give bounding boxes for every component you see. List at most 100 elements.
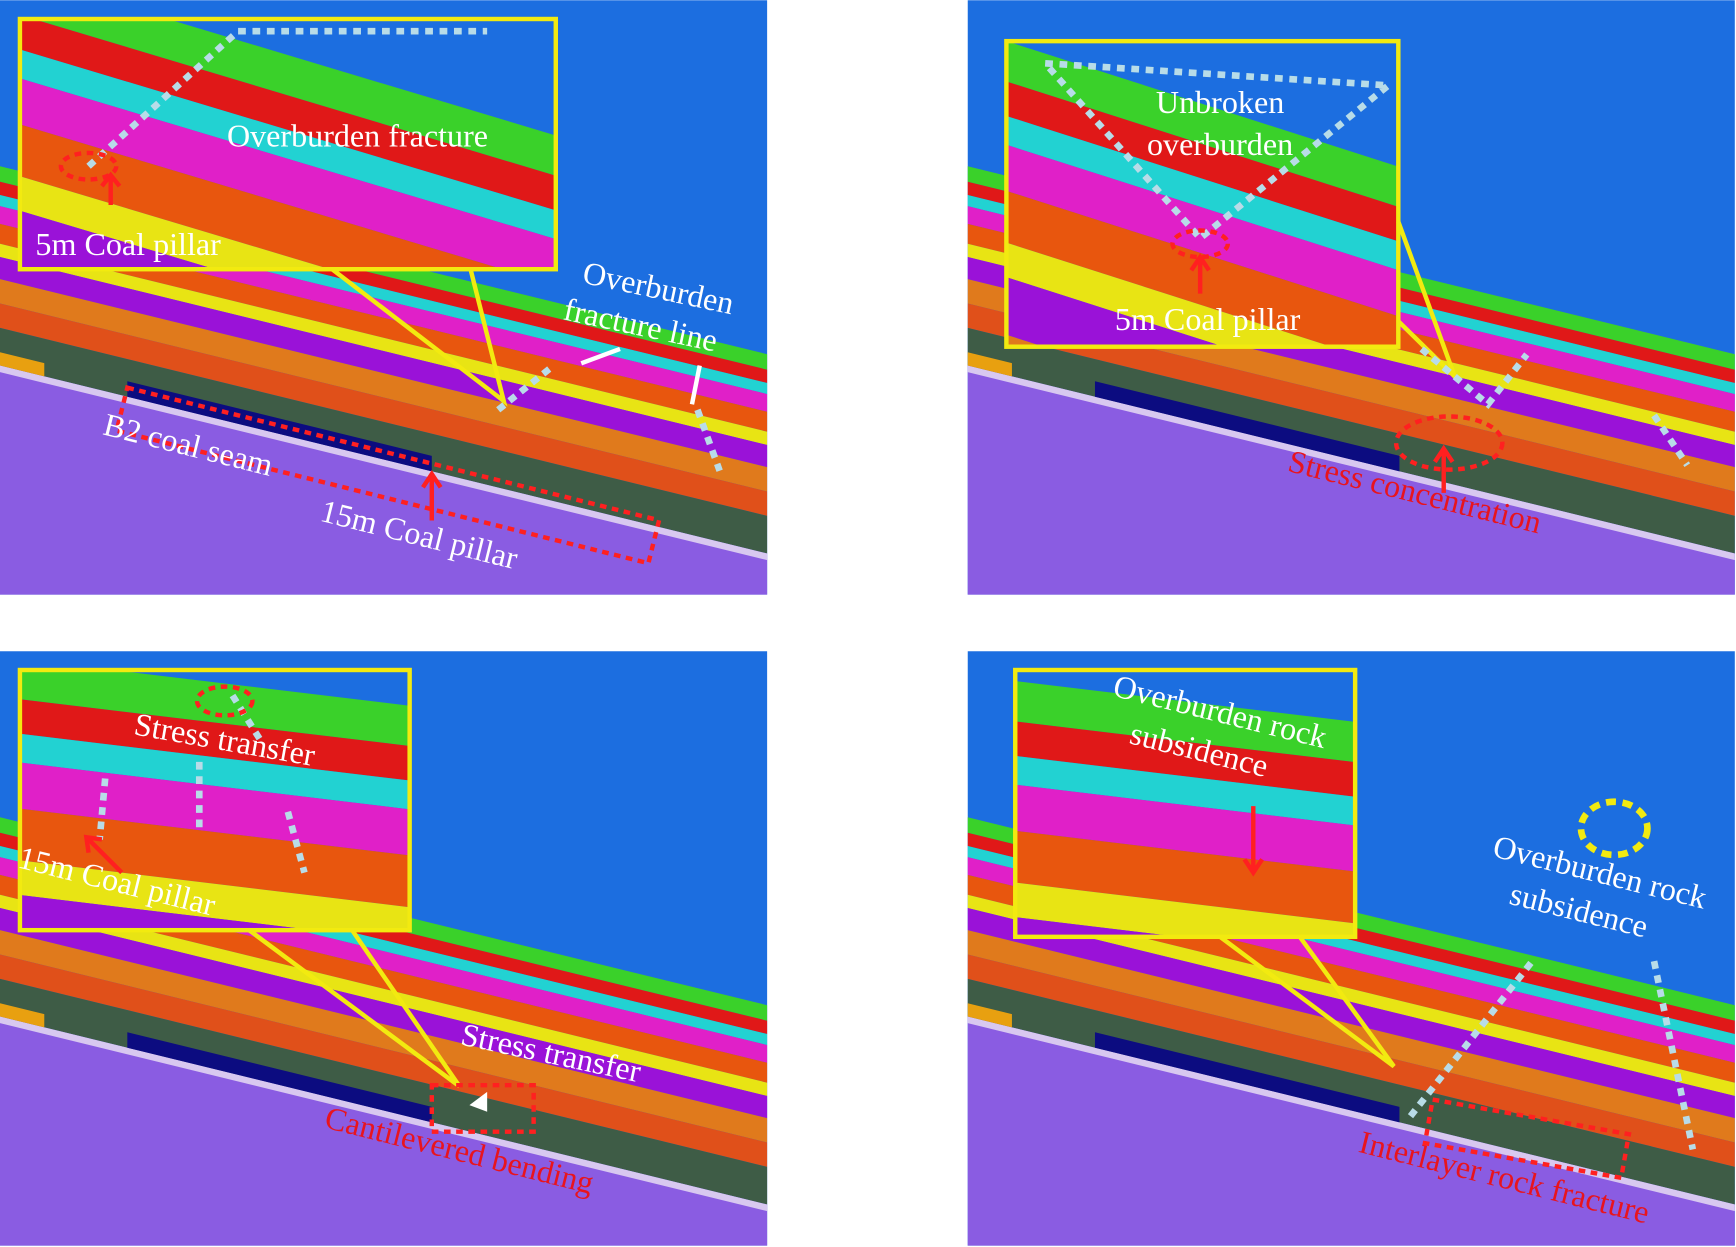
pillar-marker (1170, 228, 1231, 260)
rock-layer (0, 908, 768, 1119)
rock-layer (19, 210, 215, 270)
transfer-line (96, 693, 308, 874)
label: 5m Coal pillar (35, 226, 221, 262)
stress-marker (1393, 414, 1505, 472)
arrow (1242, 806, 1264, 877)
rock-layer (967, 954, 1735, 1167)
pillar-marker (194, 684, 255, 718)
fracture-line (1419, 346, 1691, 468)
label-line: 5m Coal pillar (1115, 301, 1301, 337)
panel-c: Stress transfer 15m Coal pillar Stress t… (0, 651, 768, 1246)
label-line: Unbroken (1156, 84, 1284, 120)
rock-layer (19, 733, 410, 810)
rock-layer (19, 18, 556, 211)
arrow (421, 470, 443, 521)
fracture-marker (1577, 798, 1651, 859)
rock-layer (0, 257, 768, 468)
rock-layer (19, 808, 410, 908)
inset-frame (1004, 38, 1401, 349)
coal-seam (1094, 381, 1400, 472)
rock-layer (0, 894, 768, 1097)
arrow (100, 171, 122, 205)
rock-layer (967, 327, 1735, 554)
arrow (469, 1091, 488, 1112)
panel-b: Unbroken overburden 5m Coal pillar Stress… (967, 0, 1735, 595)
rock-layer (19, 124, 503, 270)
rock-layer (1006, 41, 1399, 207)
floor (967, 365, 1735, 595)
pillar-marker (58, 150, 119, 182)
rock-layer (0, 279, 768, 492)
label-line: overburden (1147, 126, 1293, 162)
rock-layer (0, 954, 768, 1167)
arrow (1433, 444, 1455, 493)
inset-frame (1013, 667, 1358, 940)
coal-seam (0, 352, 45, 377)
rock-layer (967, 908, 1735, 1119)
arrow (580, 346, 702, 405)
fracture-area (1422, 1097, 1632, 1181)
leader-line (330, 267, 508, 407)
rock-layer (1015, 830, 1356, 924)
fracture-line (496, 362, 723, 472)
coal-seam (127, 381, 432, 472)
arrow (83, 834, 124, 875)
fracture-line (1407, 959, 1697, 1151)
rock-layer (19, 860, 410, 931)
label-line: 5m Coal pillar (35, 226, 221, 262)
rock-layer (1015, 721, 1356, 797)
rock-layer (1006, 115, 1399, 271)
inset-frame (17, 667, 412, 933)
fracture-line (1037, 59, 1398, 243)
label: 5m Coal pillar (1115, 301, 1301, 337)
rock-layer (0, 930, 768, 1143)
panel-a: Overburden fracture 5m Coal pillar Overb… (0, 0, 768, 595)
arrow (1189, 253, 1211, 294)
coal-seam (967, 1003, 1012, 1028)
coal-seam (0, 1003, 45, 1028)
rock-layer (19, 78, 556, 270)
rock-layer (19, 176, 330, 270)
label: Unbroken overburden (1147, 84, 1293, 162)
rock-layer (0, 978, 768, 1205)
inset-frame (17, 16, 558, 272)
floor-line (967, 365, 1735, 561)
rock-layer (1015, 882, 1356, 937)
floor-line (0, 365, 768, 561)
rock-layer (1015, 755, 1356, 826)
floor (0, 365, 768, 595)
inset-content (1015, 670, 1356, 937)
rock-layer (967, 303, 1735, 516)
floor-line (0, 1016, 768, 1212)
panel-d: Overburden rocksubsidence Overburden roc… (967, 651, 1735, 1246)
pillar-marker (113, 384, 662, 566)
inset-content (19, 18, 556, 270)
inset-strata (19, 670, 410, 931)
bending-marker (429, 1082, 536, 1134)
inset-strata (1015, 670, 1356, 937)
rock-layer (1015, 681, 1356, 763)
rock-layer (0, 327, 768, 554)
coal-seam (127, 1032, 432, 1123)
label: Overburden fracture (227, 117, 488, 153)
rock-layer (1006, 277, 1224, 347)
coal-seam (967, 352, 1012, 377)
rock-layer (967, 978, 1735, 1205)
label-line: Overburden fracture (227, 117, 488, 153)
leader-line (1218, 935, 1396, 1069)
rock-layer (1006, 242, 1332, 347)
rock-layer (19, 670, 410, 746)
inset-content (19, 670, 410, 931)
coal-seam (1094, 1032, 1400, 1123)
rock-layer (19, 699, 410, 781)
floor (967, 1016, 1735, 1246)
rock-layer (967, 894, 1735, 1097)
rock-layer (0, 303, 768, 516)
rock-layer (0, 243, 768, 446)
floor (0, 1016, 768, 1246)
fracture-line (86, 27, 488, 169)
rock-layer (1015, 784, 1356, 872)
rock-layer (19, 49, 556, 240)
inset-strata (19, 18, 556, 270)
